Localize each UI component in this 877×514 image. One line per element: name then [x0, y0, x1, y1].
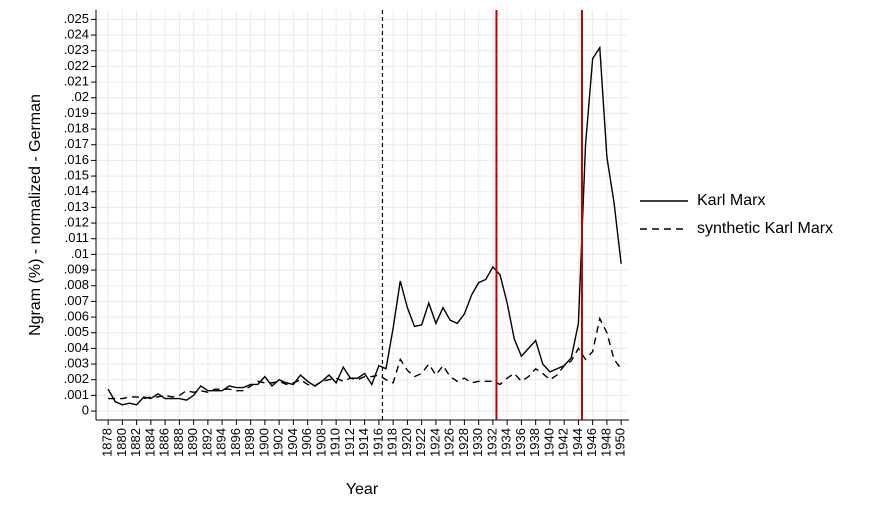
y-tick-label: .004	[64, 340, 89, 355]
x-tick-label: 1946	[584, 428, 599, 457]
y-tick-label: .019	[64, 105, 89, 120]
x-tick-label: 1886	[157, 428, 172, 457]
y-tick-label: .013	[64, 199, 89, 214]
x-tick-label: 1936	[513, 428, 528, 457]
x-tick-label: 1924	[427, 428, 442, 457]
y-tick-label: .025	[64, 11, 89, 26]
y-tick-label: .012	[64, 215, 89, 230]
x-tick-label: 1910	[328, 428, 343, 457]
x-tick-label: 1930	[470, 428, 485, 457]
y-tick-label: .017	[64, 136, 89, 151]
y-tick-label: .016	[64, 152, 89, 167]
x-tick-label: 1880	[114, 428, 129, 457]
x-tick-label: 1890	[185, 428, 200, 457]
y-tick-label: .021	[64, 74, 89, 89]
y-tick-label: .002	[64, 371, 89, 386]
x-tick-label: 1948	[598, 428, 613, 457]
y-tick-label: 0	[82, 403, 89, 418]
y-tick-label: .009	[64, 262, 89, 277]
x-tick-label: 1922	[413, 428, 428, 457]
x-tick-label: 1902	[271, 428, 286, 457]
x-tick-label: 1882	[128, 428, 143, 457]
y-tick-label: .011	[65, 230, 89, 245]
series-line	[107, 45, 622, 406]
x-tick-label: 1940	[541, 428, 556, 457]
x-tick-label: 1944	[570, 428, 585, 457]
x-tick-label: 1920	[399, 428, 414, 457]
y-tick-label: .014	[64, 183, 89, 198]
series-line	[108, 316, 622, 400]
y-tick-label: .008	[64, 277, 89, 292]
x-tick-label: 1900	[256, 428, 271, 457]
x-tick-label: 1884	[142, 428, 157, 457]
x-tick-label: 1888	[171, 428, 186, 457]
x-tick-label: 1950	[613, 428, 628, 457]
x-tick-label: 1928	[456, 428, 471, 457]
x-tick-label: 1912	[342, 428, 357, 457]
x-tick-label: 1906	[299, 428, 314, 457]
y-tick-label: .003	[64, 356, 89, 371]
x-axis-title: Year	[346, 481, 379, 498]
y-tick-label: .024	[64, 27, 89, 42]
y-tick-label: .018	[64, 121, 89, 136]
x-tick-label: 1894	[214, 428, 229, 457]
x-tick-label: 1878	[100, 428, 115, 457]
y-tick-label: .007	[64, 293, 89, 308]
y-tick-label: .005	[64, 324, 89, 339]
legend-label: Karl Marx	[697, 192, 765, 209]
x-tick-label: 1926	[442, 428, 457, 457]
x-tick-label: 1938	[527, 428, 542, 457]
y-tick-label: .02	[71, 89, 89, 104]
y-tick-label: .023	[64, 42, 89, 57]
x-tick-label: 1892	[199, 428, 214, 457]
x-tick-label: 1898	[242, 428, 257, 457]
y-axis-title: Ngram (%) - normalized - German	[27, 94, 44, 336]
y-tick-label: .022	[64, 58, 89, 73]
x-tick-label: 1918	[385, 428, 400, 457]
x-tick-label: 1932	[484, 428, 499, 457]
x-tick-label: 1896	[228, 428, 243, 457]
y-tick-label: .001	[64, 387, 89, 402]
x-tick-label: 1934	[499, 428, 514, 457]
x-tick-label: 1908	[313, 428, 328, 457]
y-tick-label: .006	[64, 309, 89, 324]
y-tick-label: .015	[64, 168, 89, 183]
x-tick-label: 1914	[356, 428, 371, 457]
legend-label: synthetic Karl Marx	[697, 220, 833, 237]
x-tick-label: 1916	[370, 428, 385, 457]
y-tick-label: .01	[71, 246, 89, 261]
x-tick-label: 1942	[556, 428, 571, 457]
x-tick-label: 1904	[285, 428, 300, 457]
